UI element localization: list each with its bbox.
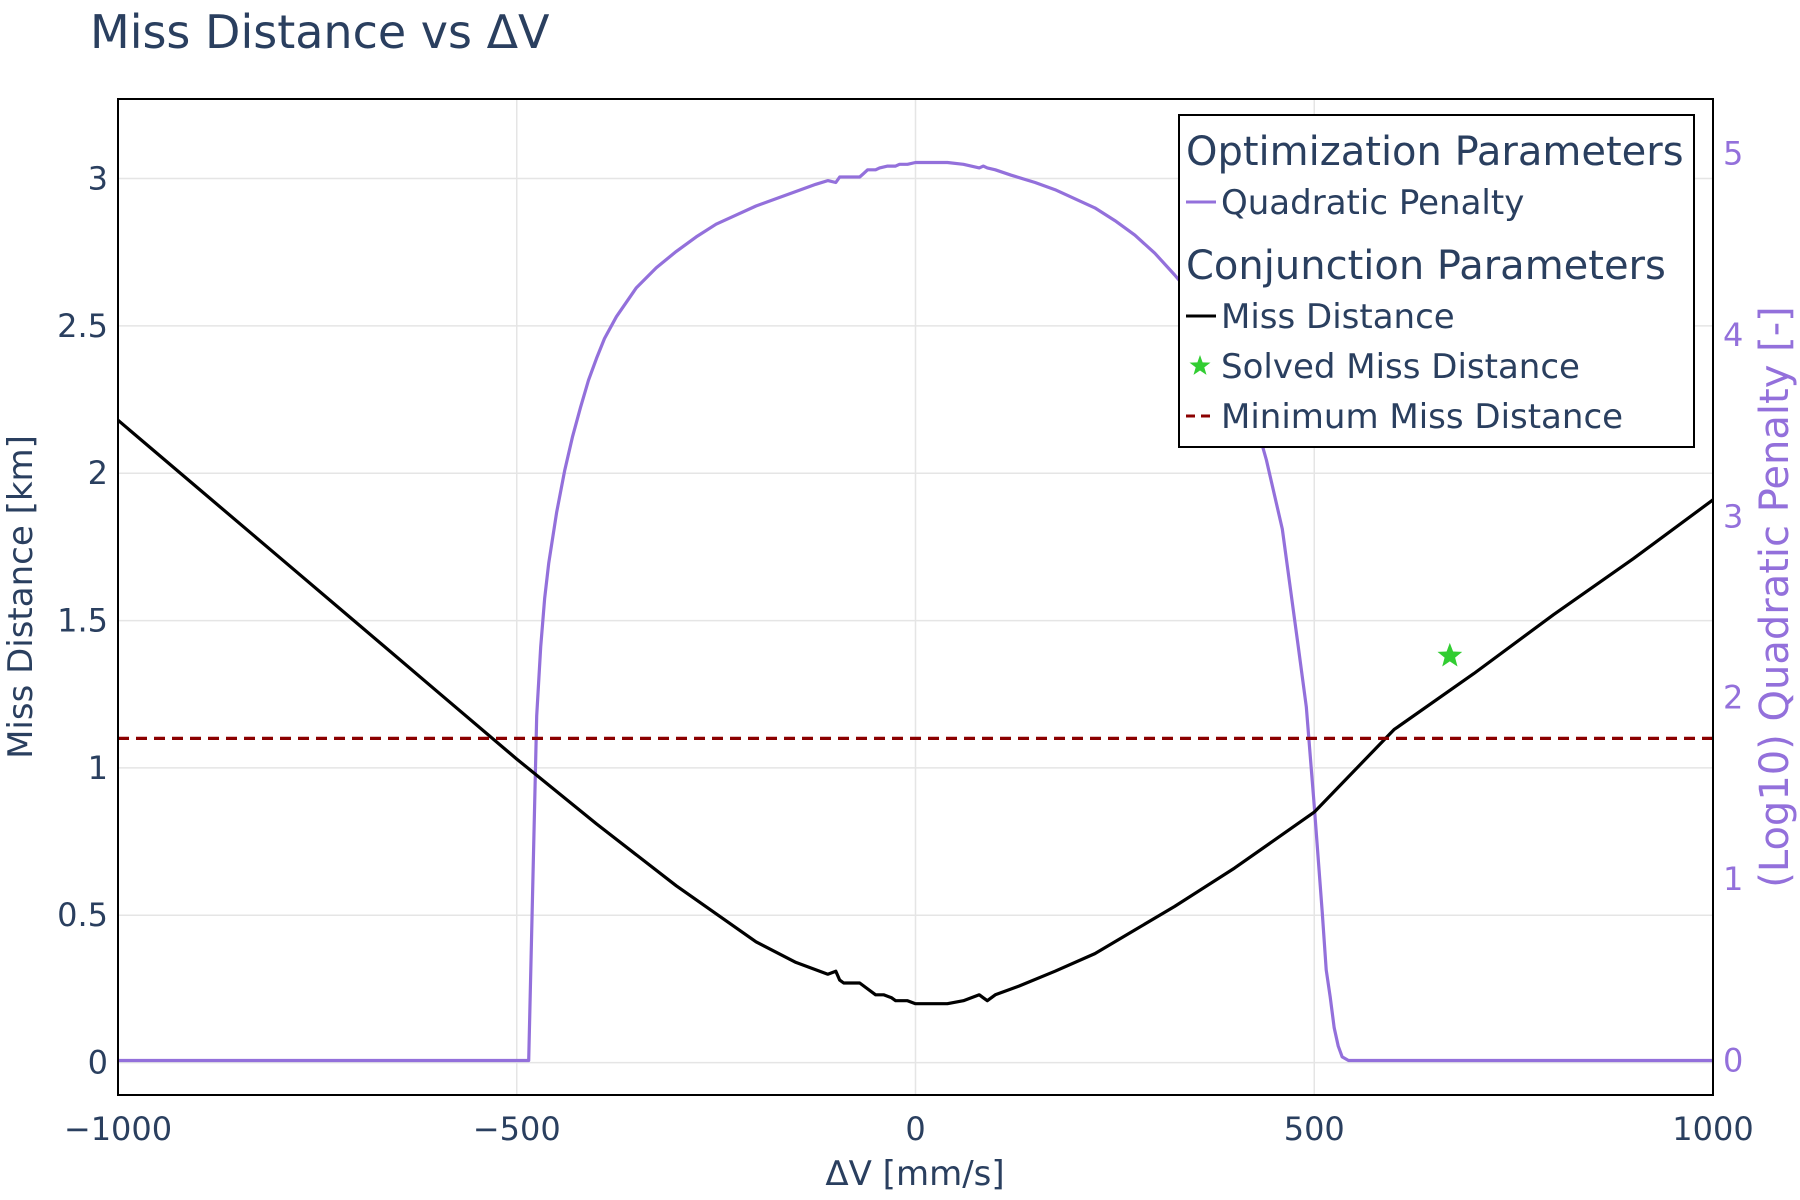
- y2-tick-label: 0: [1723, 1042, 1743, 1080]
- y-tick-label: 2: [88, 454, 108, 492]
- legend-item-miss-distance[interactable]: Miss Distance: [1186, 297, 1455, 337]
- legend-item-label: Miss Distance: [1221, 297, 1455, 337]
- legend-item-quadratic-penalty[interactable]: Quadratic Penalty: [1186, 183, 1524, 223]
- x-tick-label: 0: [905, 1110, 925, 1148]
- x-tick-label: 500: [1284, 1110, 1345, 1148]
- x-axis-title: ΔV [mm/s]: [825, 1154, 1004, 1194]
- legend: Optimization Parameters Quadratic Penalt…: [1178, 114, 1695, 448]
- y-tick-label: 3: [88, 160, 108, 198]
- plot-frame: [117, 98, 1714, 1096]
- legend-box: [1178, 114, 1695, 448]
- y2-tick-label: 1: [1723, 860, 1743, 898]
- y-tick-label: 0.5: [57, 896, 108, 934]
- legend-group-title-conjunction: Conjunction Parameters: [1186, 243, 1666, 289]
- y2-axis-ticks: 0 1 2 3 4 5: [1723, 134, 1743, 1079]
- x-axis-ticks: −1000 −500 0 500 1000: [64, 1110, 1754, 1148]
- x-tick-label: 1000: [1672, 1110, 1753, 1148]
- y-axis-title: Miss Distance [km]: [1, 435, 41, 759]
- plot-area: [116, 160, 1714, 1063]
- y-tick-label: 2.5: [57, 307, 108, 345]
- x-tick-label: −1000: [64, 1110, 172, 1148]
- legend-group-title-optimization: Optimization Parameters: [1186, 129, 1684, 175]
- x-tick-label: −500: [473, 1110, 561, 1148]
- star-icon: [1189, 355, 1211, 375]
- y2-tick-label: 4: [1723, 316, 1743, 354]
- y2-tick-label: 2: [1723, 679, 1743, 717]
- series-layer: [116, 160, 1714, 1063]
- y-tick-label: 1.5: [57, 602, 108, 640]
- y2-tick-label: 3: [1723, 497, 1743, 535]
- miss-distance-line: [116, 418, 1714, 1006]
- legend-item-label: Minimum Miss Distance: [1221, 397, 1623, 437]
- chart-title: Miss Distance vs ΔV: [90, 5, 550, 59]
- y2-tick-label: 5: [1723, 134, 1743, 172]
- legend-item-solved-miss-distance[interactable]: Solved Miss Distance: [1189, 347, 1580, 387]
- quadratic-penalty-line: [118, 160, 1713, 1063]
- legend-item-minimum-miss-distance[interactable]: Minimum Miss Distance: [1186, 397, 1623, 437]
- y-axis-ticks: 0 0.5 1 1.5 2 2.5 3: [57, 160, 108, 1082]
- y2-axis-title: (Log10) Quadratic Penalty [-]: [1752, 306, 1798, 887]
- legend-item-label: Quadratic Penalty: [1221, 183, 1524, 223]
- y-tick-label: 1: [88, 749, 108, 787]
- legend-item-label: Solved Miss Distance: [1221, 347, 1580, 387]
- solved-miss-distance-point: [1437, 642, 1463, 667]
- y-tick-label: 0: [88, 1044, 108, 1082]
